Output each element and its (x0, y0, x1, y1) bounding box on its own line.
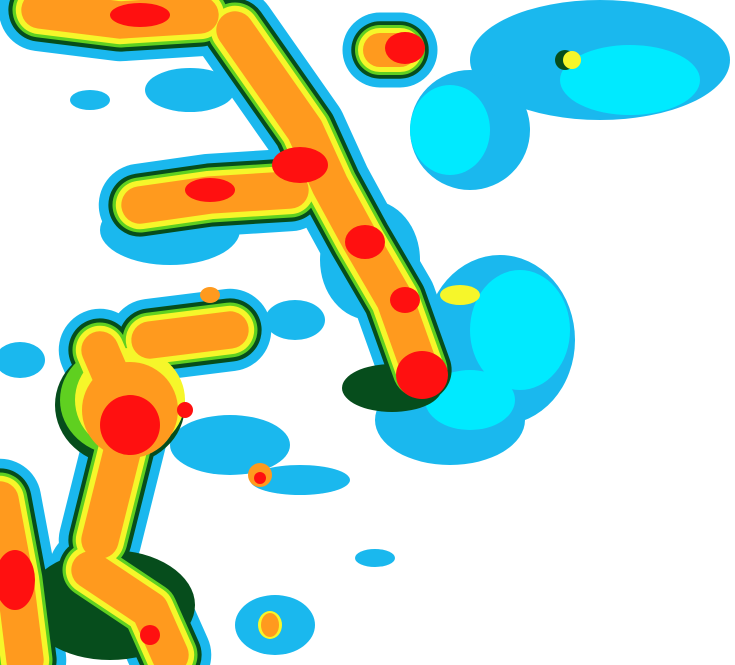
echo-red-cell (345, 225, 385, 259)
echo-cyan-cell (470, 270, 570, 390)
echo-light-blue-cell (0, 342, 45, 378)
echo-light-blue-cell (355, 549, 395, 567)
echo-red-cell (272, 147, 328, 183)
echo-red-cell (100, 395, 160, 455)
echo-orange-cell (200, 287, 220, 303)
echo-light-blue-cell (70, 90, 110, 110)
echo-red-cell (385, 32, 425, 64)
echo-orange-band (71, 551, 189, 665)
echo-yellow-cell (563, 51, 581, 69)
echo-orange-cell (261, 613, 279, 637)
echo-cyan-cell (410, 85, 490, 175)
echo-red-cell (177, 402, 193, 418)
echo-red-cell (396, 351, 448, 399)
echo-yellow-cell (440, 285, 480, 305)
echo-red-cell (110, 3, 170, 27)
echo-red-cell (140, 625, 160, 645)
echo-light-blue-cell (250, 465, 350, 495)
echo-red-cell (390, 287, 420, 313)
echo-light-blue-cell (170, 415, 290, 475)
echo-light-blue-cell (145, 68, 235, 112)
echo-cyan-cell (560, 45, 700, 115)
echo-orange-band (131, 311, 249, 359)
echo-red-cell (0, 550, 35, 610)
echo-red-cell (254, 472, 266, 484)
echo-light-blue-cell (265, 300, 325, 340)
echo-red-cell (185, 178, 235, 202)
